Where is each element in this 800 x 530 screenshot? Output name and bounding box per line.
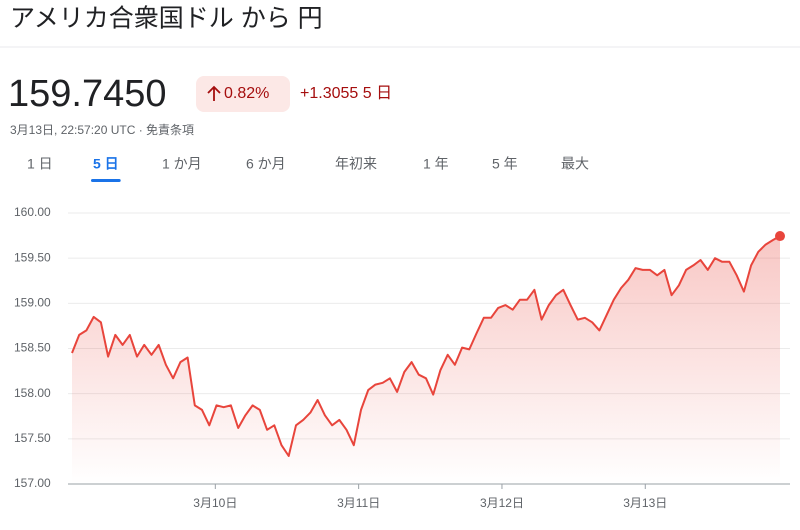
plot: 157.00 157.50 158.00 158.50 159.00 159.50 160.… [14, 205, 790, 510]
tab[interactable]: 5 年 [492, 156, 518, 172]
y-tick-label: 160.00 [14, 205, 51, 219]
tab[interactable]: 1 か月 [162, 156, 202, 172]
price-line [71, 235, 781, 457]
x-tick-label: 3月11日 [337, 496, 380, 510]
y-tick-label: 157.50 [14, 431, 51, 445]
change-badge [196, 76, 290, 112]
timestamp: 3月13日, 22:57:20 UTC · 免責条項 [10, 122, 194, 137]
y-tick-label: 159.50 [14, 250, 51, 264]
area [72, 236, 780, 484]
x-tick-label: 3月13日 [623, 496, 667, 510]
tab[interactable]: 1 年 [423, 156, 449, 172]
change-abs: +1.3055 5 日 [300, 85, 392, 102]
tab[interactable]: 年初来 [335, 156, 377, 172]
tab[interactable]: 6 か月 [246, 156, 286, 172]
title: アメリカ合衆国ドル から 円 [10, 5, 323, 33]
tab[interactable]: 最大 [561, 156, 589, 172]
tab[interactable]: 5 日 [93, 156, 119, 172]
x-tick-label: 3月10日 [193, 496, 237, 510]
up-arrow [207, 85, 221, 101]
x-tick-label: 3月12日 [480, 496, 524, 510]
y-tick-label: 157.00 [14, 476, 51, 490]
price: 159.7450 [8, 73, 167, 115]
tab-underline [91, 179, 121, 182]
tab-bar: 1 日 5 日 1 か月 6 か月 年初来 1 年 5 年 最大 [27, 156, 589, 182]
tab[interactable]: 1 日 [27, 156, 53, 172]
y-tick-label: 159.00 [14, 296, 51, 310]
y-tick-label: 158.00 [14, 386, 51, 400]
last-point [775, 231, 785, 242]
change-percent: 0.82% [224, 85, 269, 102]
y-tick-label: 158.50 [14, 341, 51, 355]
